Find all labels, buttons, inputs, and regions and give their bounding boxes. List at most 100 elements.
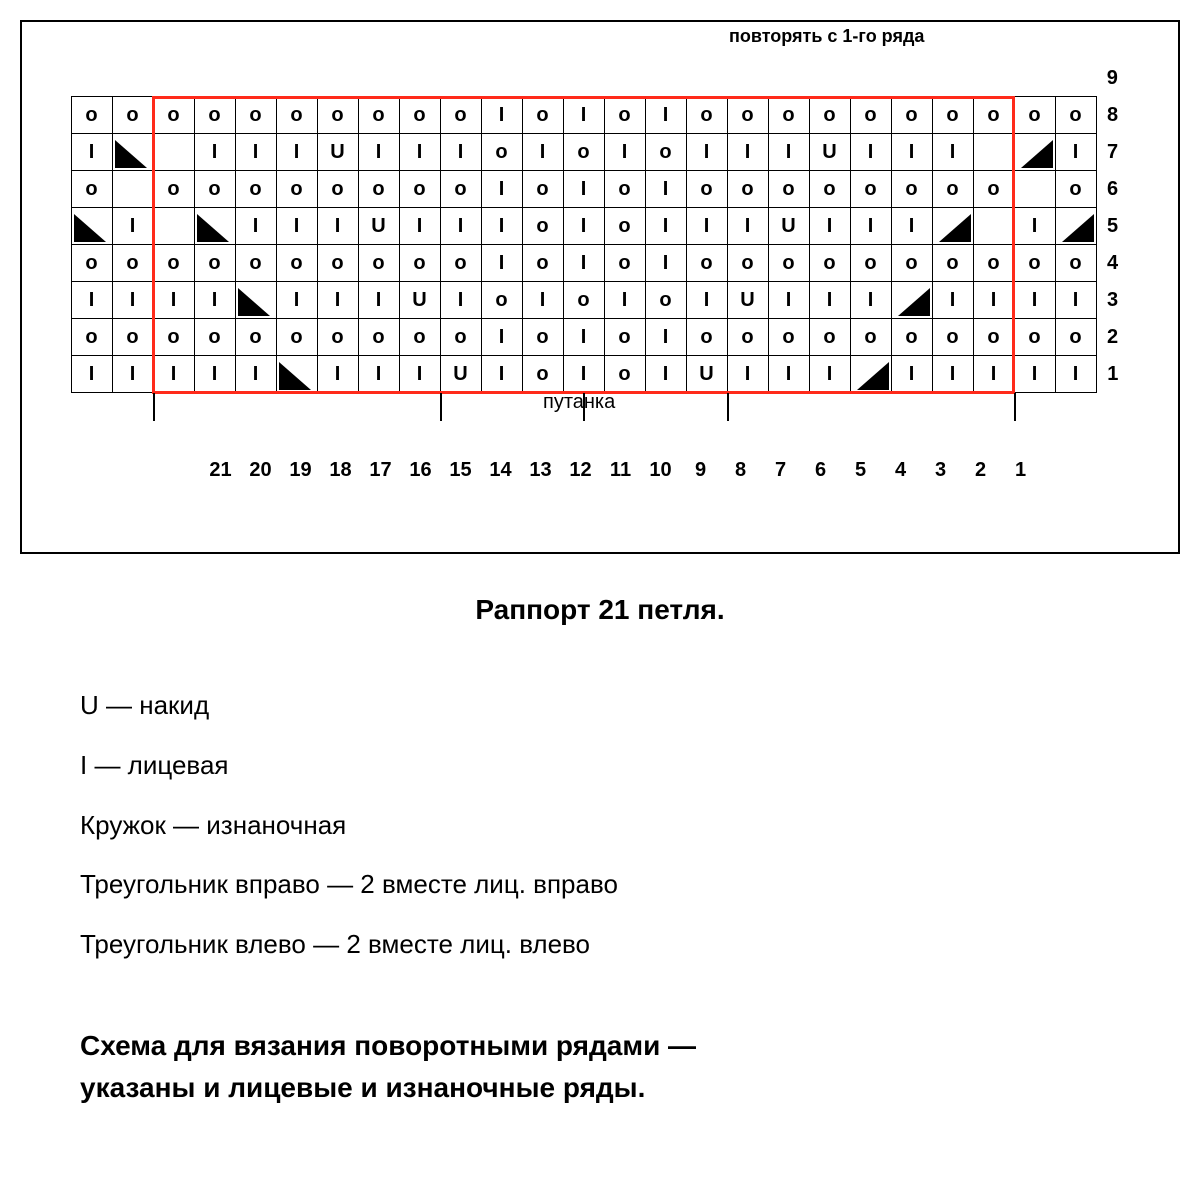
grid-cell bbox=[686, 282, 727, 319]
grid-cell bbox=[440, 245, 481, 282]
grid-cell bbox=[973, 134, 1014, 171]
grid-cell bbox=[112, 245, 153, 282]
grid-cell bbox=[317, 60, 358, 97]
grid-cell bbox=[850, 171, 891, 208]
grid-cell bbox=[440, 208, 481, 245]
grid-cell bbox=[71, 245, 112, 282]
grid-cell bbox=[809, 208, 850, 245]
grid-cell bbox=[1014, 319, 1055, 356]
grid-cell bbox=[563, 245, 604, 282]
grid-cell bbox=[768, 134, 809, 171]
legend-line: U — накид bbox=[80, 676, 1180, 736]
col-number: 4 bbox=[881, 459, 921, 482]
grid-cell bbox=[686, 171, 727, 208]
grid-cell bbox=[768, 171, 809, 208]
col-number: 5 bbox=[841, 459, 881, 482]
col-number: 3 bbox=[921, 459, 961, 482]
grid-row: 9 bbox=[71, 60, 1129, 97]
grid-cell bbox=[399, 97, 440, 134]
grid-cell bbox=[440, 282, 481, 319]
grid-cell bbox=[235, 97, 276, 134]
grid-cell bbox=[153, 134, 194, 171]
grid-cell bbox=[235, 171, 276, 208]
grid-cell bbox=[440, 356, 481, 393]
grid-cell bbox=[727, 171, 768, 208]
col-number: 6 bbox=[801, 459, 841, 482]
grid-row: 2 bbox=[71, 319, 1129, 356]
grid-cell bbox=[1014, 282, 1055, 319]
grid-cell bbox=[727, 97, 768, 134]
col-number: 10 bbox=[641, 459, 681, 482]
grid-cell bbox=[809, 319, 850, 356]
grid-cell bbox=[686, 208, 727, 245]
grid-cell bbox=[645, 282, 686, 319]
grid-cell bbox=[604, 97, 645, 134]
grid-cell bbox=[850, 208, 891, 245]
grid-cell bbox=[112, 356, 153, 393]
grid-cell bbox=[399, 134, 440, 171]
grid-cell bbox=[481, 134, 522, 171]
grid-cell bbox=[399, 319, 440, 356]
grid-cell bbox=[112, 171, 153, 208]
grid-cell bbox=[563, 319, 604, 356]
grid-cell bbox=[399, 171, 440, 208]
legend-line: Кружок — изнаночная bbox=[80, 796, 1180, 856]
col-number: 2 bbox=[961, 459, 1001, 482]
grid-cell bbox=[153, 356, 194, 393]
grid-cell bbox=[932, 171, 973, 208]
grid-cell bbox=[768, 97, 809, 134]
grid-cell bbox=[850, 134, 891, 171]
col-number: 18 bbox=[321, 459, 361, 482]
grid-cell bbox=[891, 208, 932, 245]
grid-cell bbox=[481, 208, 522, 245]
grid-cell bbox=[891, 171, 932, 208]
grid-cell bbox=[604, 208, 645, 245]
row-number: 5 bbox=[1096, 208, 1129, 245]
col-number: 8 bbox=[721, 459, 761, 482]
grid-cell bbox=[317, 319, 358, 356]
grid-cell bbox=[973, 245, 1014, 282]
grid-cell bbox=[358, 319, 399, 356]
grid-cell bbox=[891, 356, 932, 393]
grid-cell bbox=[645, 208, 686, 245]
tick-line bbox=[1014, 393, 1016, 421]
row-number: 7 bbox=[1096, 134, 1129, 171]
grid-cell bbox=[973, 208, 1014, 245]
grid-cell bbox=[563, 171, 604, 208]
grid-cell bbox=[358, 245, 399, 282]
grid-cell bbox=[850, 97, 891, 134]
grid-cell bbox=[973, 60, 1014, 97]
grid-cell bbox=[235, 245, 276, 282]
grid-cell bbox=[1055, 319, 1096, 356]
grid-cell bbox=[645, 356, 686, 393]
grid-cell bbox=[71, 134, 112, 171]
grid-cell bbox=[399, 245, 440, 282]
grid-cell bbox=[1055, 356, 1096, 393]
grid-cell bbox=[481, 282, 522, 319]
grid-cell bbox=[809, 171, 850, 208]
grid-cell bbox=[71, 171, 112, 208]
col-number: 12 bbox=[561, 459, 601, 482]
column-numbers: 212019181716151413121110987654321 bbox=[73, 459, 1168, 482]
grid-cell bbox=[563, 134, 604, 171]
footer-note: Схема для вязания поворотными рядами —ук… bbox=[80, 1025, 1180, 1109]
grid-cell bbox=[604, 134, 645, 171]
grid-cell bbox=[153, 282, 194, 319]
col-number: 13 bbox=[521, 459, 561, 482]
legend-line: Треугольник влево — 2 вместе лиц. влево bbox=[80, 915, 1180, 975]
grid-row: 3 bbox=[71, 282, 1129, 319]
grid-cell bbox=[727, 60, 768, 97]
grid-cell bbox=[809, 60, 850, 97]
grid-cell bbox=[440, 319, 481, 356]
col-number: 15 bbox=[441, 459, 481, 482]
grid-cell bbox=[194, 319, 235, 356]
grid-cell bbox=[850, 245, 891, 282]
grid-cell bbox=[645, 97, 686, 134]
grid-cell bbox=[1055, 282, 1096, 319]
putanka-label: путанка bbox=[543, 391, 615, 414]
grid-cell bbox=[153, 208, 194, 245]
grid-cell bbox=[686, 60, 727, 97]
grid-cell bbox=[1055, 134, 1096, 171]
grid-cell bbox=[399, 208, 440, 245]
grid-cell bbox=[645, 319, 686, 356]
